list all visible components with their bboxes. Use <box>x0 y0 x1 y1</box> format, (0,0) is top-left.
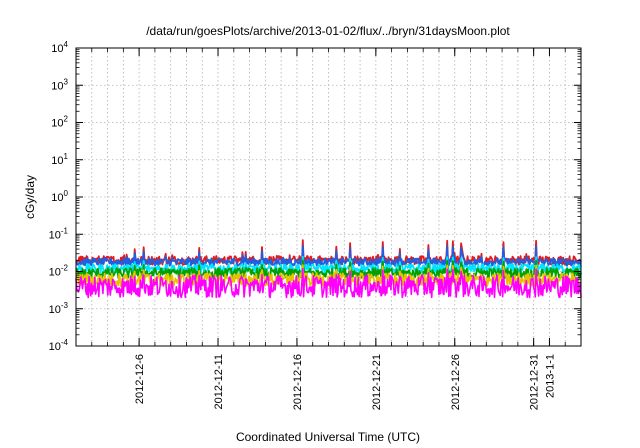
y-tick-label: 10-3 <box>49 301 69 316</box>
series-line-6 <box>75 267 582 299</box>
x-tick-label: 2012-12-6 <box>134 354 146 404</box>
y-tick-label: 102 <box>51 115 68 130</box>
x-tick-label: 2012-12-21 <box>371 354 383 410</box>
y-axis-label: cGy/day <box>23 175 37 219</box>
x-axis-label: Coordinated Universal Time (UTC) <box>236 430 420 444</box>
y-tick-label: 104 <box>51 40 68 55</box>
y-tick-label: 103 <box>51 77 68 92</box>
y-axis: 10-4 10-3 10-2 10-1 100 101 102 103 104 <box>49 40 581 353</box>
series-layer <box>75 239 582 299</box>
x-axis: 2012-12-6 2012-12-11 2012-12-16 2012-12-21 2… <box>91 48 566 410</box>
x-tick-label: 2012-12-31 <box>529 354 541 410</box>
y-tick-label: 10-1 <box>49 226 69 241</box>
chart-title: /data/run/goesPlots/archive/2013-01-02/f… <box>146 24 510 38</box>
x-tick-label: 2012-12-11 <box>213 354 225 409</box>
x-tick-label: 2012-12-26 <box>450 354 462 410</box>
y-tick-label: 10-2 <box>49 264 69 279</box>
y-tick-label: 100 <box>51 189 68 204</box>
y-tick-label: 10-4 <box>49 338 69 353</box>
x-tick-label: 2012-12-16 <box>292 354 304 410</box>
grid <box>76 48 581 346</box>
y-tick-label: 101 <box>51 152 68 167</box>
series-line-2 <box>75 244 582 267</box>
x-tick-label: 2013-1-1 <box>544 354 556 398</box>
